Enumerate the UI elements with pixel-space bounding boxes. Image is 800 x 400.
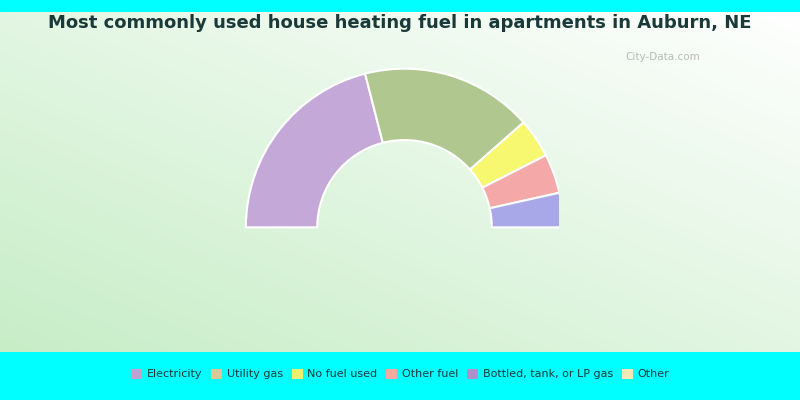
Text: Most commonly used house heating fuel in apartments in Auburn, NE: Most commonly used house heating fuel in… [48, 14, 752, 32]
Wedge shape [246, 74, 383, 227]
Wedge shape [470, 122, 546, 188]
Wedge shape [365, 69, 523, 170]
Legend: Electricity, Utility gas, No fuel used, Other fuel, Bottled, tank, or LP gas, Ot: Electricity, Utility gas, No fuel used, … [126, 364, 674, 384]
Wedge shape [490, 193, 563, 227]
Wedge shape [482, 155, 559, 208]
Text: City-Data.com: City-Data.com [626, 52, 700, 62]
